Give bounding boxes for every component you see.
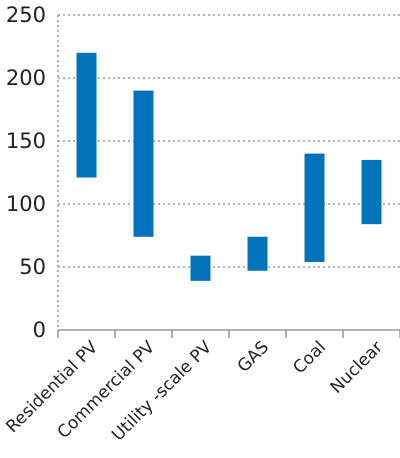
x-category-label: Utility -scale PV	[108, 337, 216, 445]
y-tick-label: 100	[6, 192, 46, 216]
range-bar-gas	[247, 236, 268, 271]
x-axis	[57, 329, 400, 338]
y-tick-label: 150	[6, 129, 46, 153]
range-bar-commercial-pv	[133, 90, 154, 237]
x-category-label: Nuclear	[327, 337, 387, 397]
x-category-label: Coal	[289, 337, 330, 378]
x-category-label: Commercial PV	[54, 337, 160, 443]
range-bar-coal	[304, 153, 325, 262]
gridlines	[57, 14, 400, 330]
y-tick-label: 250	[6, 3, 46, 27]
y-tick-label: 0	[33, 318, 46, 342]
range-bar-residential-pv	[76, 52, 97, 178]
range-bar-utility-scale-pv	[190, 255, 211, 281]
y-tick-label: 200	[6, 66, 46, 90]
y-axis-tick-labels: 0 50 100 150 200 250	[6, 3, 46, 342]
y-tick-label: 50	[19, 255, 46, 279]
range-bars	[76, 52, 382, 281]
range-bar-nuclear	[361, 159, 382, 225]
x-category-label: GAS	[234, 337, 273, 376]
